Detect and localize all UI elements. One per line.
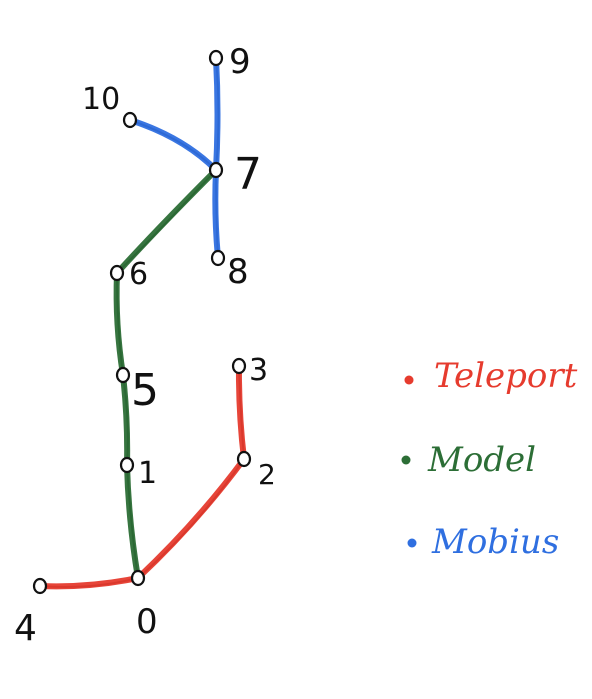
node-5-label: 5 bbox=[131, 365, 159, 416]
node-6-circle bbox=[109, 264, 125, 282]
node-10-circle bbox=[122, 111, 138, 129]
edges-layer bbox=[37, 55, 247, 590]
node-2-label: 2 bbox=[258, 458, 276, 491]
legend: Teleport Model Mobius bbox=[401, 356, 578, 562]
node-0-circle bbox=[130, 569, 146, 587]
node-3-circle bbox=[231, 357, 247, 375]
node-3-label: 3 bbox=[249, 353, 268, 388]
edge-teleport-0-4 bbox=[37, 575, 141, 590]
node-2-circle bbox=[236, 450, 252, 468]
node-1-label: 1 bbox=[138, 456, 157, 491]
node-8-circle bbox=[210, 249, 226, 267]
node-5-circle bbox=[115, 366, 131, 384]
edge-mobius-7-8 bbox=[212, 167, 221, 261]
edge-teleport-2-3 bbox=[235, 363, 247, 462]
node-7-label: 7 bbox=[234, 149, 262, 200]
edge-model-5-6 bbox=[113, 270, 126, 378]
node-9-label: 9 bbox=[229, 42, 251, 82]
legend-teleport-dot bbox=[404, 375, 414, 385]
node-8-label: 8 bbox=[227, 252, 249, 292]
node-10-label: 10 bbox=[82, 82, 120, 117]
edge-mobius-7-9 bbox=[213, 55, 221, 173]
node-1-circle bbox=[119, 456, 135, 474]
node-9-circle bbox=[208, 49, 224, 67]
node-4-label: 4 bbox=[14, 608, 37, 649]
nodes-layer: 0 1 2 3 4 5 6 7 8 9 10 bbox=[14, 42, 276, 649]
edge-teleport-0-2 bbox=[135, 456, 247, 581]
legend-mobius-label: Mobius bbox=[431, 522, 559, 562]
legend-model-label: Model bbox=[427, 440, 536, 480]
legend-model-dot bbox=[401, 455, 411, 465]
edge-model-1-5 bbox=[120, 372, 131, 468]
edge-model-0-1 bbox=[124, 462, 141, 581]
node-6-label: 6 bbox=[129, 257, 148, 292]
edge-mobius-7-10 bbox=[127, 117, 219, 173]
legend-teleport-label: Teleport bbox=[434, 356, 578, 396]
node-4-circle bbox=[32, 577, 48, 595]
node-0-label: 0 bbox=[136, 602, 158, 642]
node-7-circle bbox=[208, 161, 224, 179]
edge-model-6-7 bbox=[114, 167, 219, 276]
legend-mobius-dot bbox=[407, 538, 417, 548]
